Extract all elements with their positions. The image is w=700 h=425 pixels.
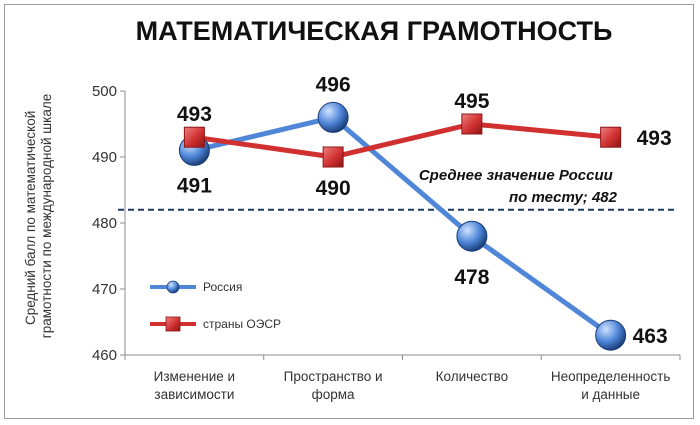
y-axis-label-line-2: грамотности по международной шкале xyxy=(39,94,54,338)
data-labels: 491 496 478 463 493 490 495 493 xyxy=(177,73,672,348)
legend-item-russia: Россия xyxy=(150,280,242,294)
series-line-russia xyxy=(193,114,613,338)
x-category-label: Неопределенность и данные xyxy=(551,369,671,402)
point-oecd xyxy=(461,113,483,135)
x-category-label-line: Количество xyxy=(436,369,509,384)
point-oecd xyxy=(322,146,344,168)
point-oecd xyxy=(183,126,205,148)
y-tick-label: 490 xyxy=(92,149,117,166)
data-label-russia: 491 xyxy=(177,174,212,197)
point-russia xyxy=(595,319,627,351)
series-group xyxy=(178,101,627,351)
annotation-line-2: по тесту; 482 xyxy=(509,189,618,206)
data-label-russia: 463 xyxy=(633,325,668,348)
data-label-oecd: 495 xyxy=(454,90,489,113)
legend-label-russia: Россия xyxy=(203,280,242,294)
x-category-label-line: Изменение и xyxy=(154,369,235,384)
x-category-label-line: и данные xyxy=(581,387,640,402)
x-category-labels: Изменение и зависимости Пространство и форм… xyxy=(154,369,671,402)
point-russia xyxy=(456,220,488,252)
legend-marker-square xyxy=(165,316,181,332)
y-tick-label: 460 xyxy=(92,347,117,364)
y-tick-label: 500 xyxy=(92,83,117,100)
annotation-line-1: Среднее значение России xyxy=(419,167,613,184)
x-category-label-line: Неопределенность xyxy=(551,369,671,384)
reference-annotation: Среднее значение России по тесту; 482 xyxy=(419,167,618,206)
legend-item-oecd: страны ОЭСР xyxy=(150,316,281,332)
chart-frame xyxy=(4,4,694,419)
data-label-oecd: 493 xyxy=(637,127,672,150)
axes xyxy=(120,90,681,360)
x-category-label-line: Пространство и xyxy=(284,369,383,384)
data-label-oecd: 493 xyxy=(177,103,212,126)
point-oecd xyxy=(600,126,622,148)
y-tick-label: 480 xyxy=(92,215,117,232)
y-axis-label: Средний балл по математической грамотнос… xyxy=(23,94,54,338)
data-label-russia: 478 xyxy=(454,266,489,289)
y-axis-label-line-1: Средний балл по математической xyxy=(23,111,38,325)
chart-title: МАТЕМАТИЧЕСКАЯ ГРАМОТНОСТЬ xyxy=(136,16,613,46)
data-label-oecd: 490 xyxy=(316,177,351,200)
x-category-label: Пространство и форма xyxy=(284,369,383,402)
y-tick-labels: 460 470 480 490 500 xyxy=(92,83,117,364)
data-label-russia: 496 xyxy=(316,73,351,96)
legend-label-oecd: страны ОЭСР xyxy=(203,317,281,331)
x-category-label-line: зависимости xyxy=(154,387,234,402)
y-tick-label: 470 xyxy=(92,281,117,298)
legend: Россия страны ОЭСР xyxy=(150,280,281,332)
x-category-label: Количество xyxy=(436,369,509,384)
point-russia xyxy=(317,101,349,133)
x-category-label: Изменение и зависимости xyxy=(154,369,235,402)
legend-marker-circle xyxy=(166,280,180,294)
x-category-label-line: форма xyxy=(312,387,355,402)
series-line-oecd xyxy=(194,121,611,160)
